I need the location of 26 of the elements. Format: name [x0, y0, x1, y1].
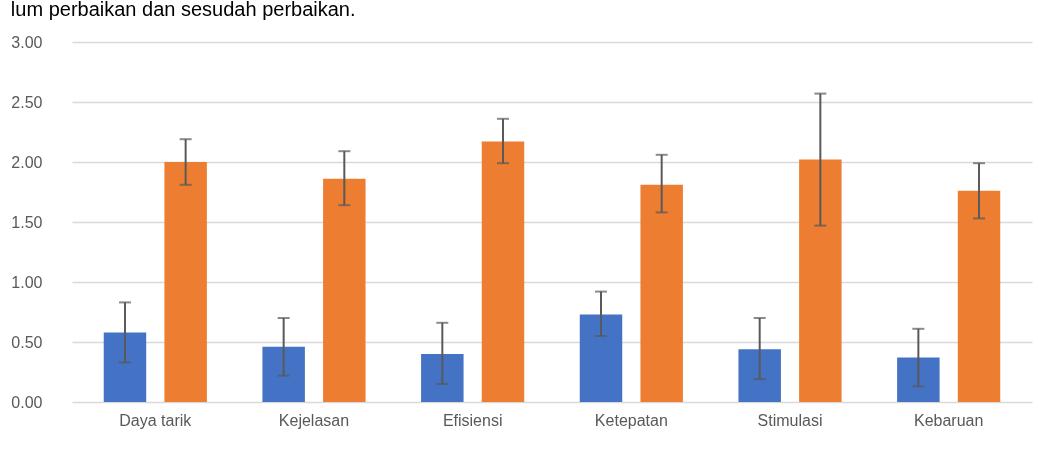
- y-tick-label: 3.00: [11, 33, 43, 51]
- bar: [579, 314, 623, 402]
- x-tick-label: Efisiensi: [442, 411, 503, 429]
- chart-title: lum perbaikan dan sesudah perbaikan.: [10, 0, 356, 20]
- x-tick-label: Kebaruan: [914, 411, 984, 429]
- bar: [738, 349, 781, 402]
- bar: [897, 357, 940, 402]
- x-tick-label: Ketepatan: [594, 411, 668, 429]
- y-tick-label: 2.50: [11, 93, 43, 111]
- bar: [799, 159, 842, 402]
- y-tick-label: 0.50: [11, 333, 43, 351]
- bar: [323, 178, 366, 402]
- y-tick-label: 2.00: [11, 153, 43, 171]
- x-tick-label: Daya tarik: [119, 411, 193, 429]
- bar: [164, 162, 207, 402]
- x-tick-label: Stimulasi: [757, 411, 823, 429]
- y-tick-label: 1.50: [11, 213, 43, 231]
- bar: [421, 354, 464, 402]
- bar: [957, 190, 1001, 402]
- bar: [640, 184, 683, 402]
- x-tick-label: Kejelasan: [278, 411, 350, 429]
- bar: [103, 332, 147, 402]
- bar: [262, 346, 305, 402]
- bar: [481, 141, 525, 402]
- y-tick-label: 0.00: [11, 393, 43, 411]
- y-tick-label: 1.00: [11, 273, 43, 291]
